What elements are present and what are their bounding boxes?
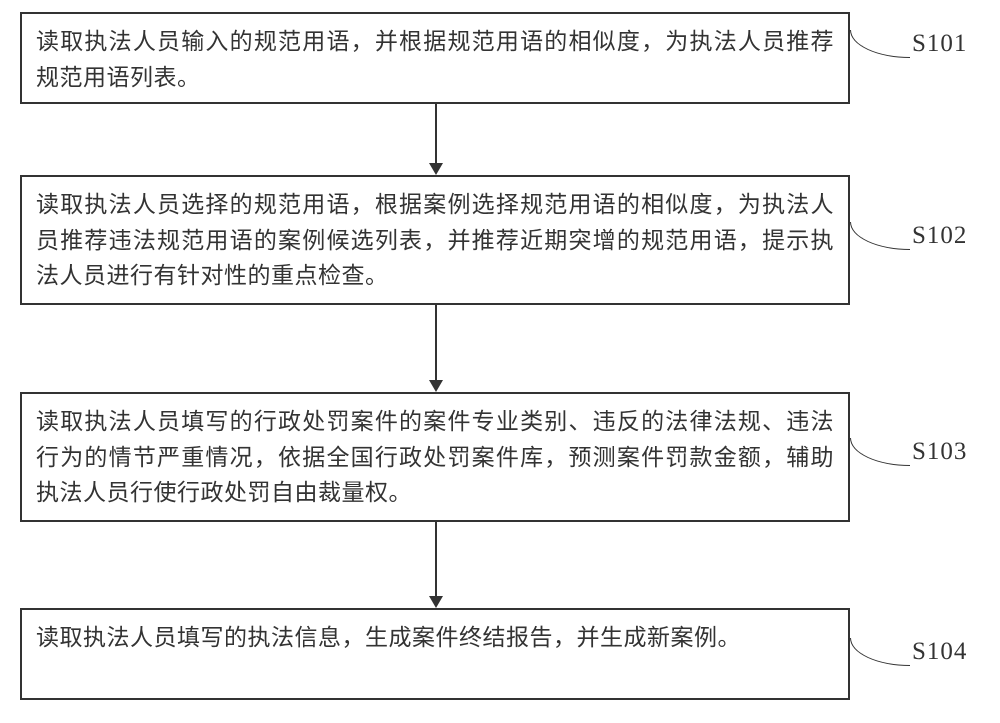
step-label-s103: S103 bbox=[912, 438, 967, 466]
label-connector-s102 bbox=[850, 222, 910, 250]
arrow-line-3 bbox=[435, 522, 437, 596]
step-text: 读取执法人员选择的规范用语，根据案例选择规范用语的相似度，为执法人员推荐违法规范… bbox=[36, 192, 834, 288]
step-s101: 读取执法人员输入的规范用语，并根据规范用语的相似度，为执法人员推荐规范用语列表。 bbox=[20, 12, 850, 104]
step-label-s102: S102 bbox=[912, 222, 967, 250]
label-connector-s104 bbox=[850, 638, 910, 666]
step-label-s104: S104 bbox=[912, 638, 967, 666]
step-s102: 读取执法人员选择的规范用语，根据案例选择规范用语的相似度，为执法人员推荐违法规范… bbox=[20, 175, 850, 305]
arrow-line-1 bbox=[435, 104, 437, 163]
step-text: 读取执法人员输入的规范用语，并根据规范用语的相似度，为执法人员推荐规范用语列表。 bbox=[36, 29, 834, 90]
step-label-s101: S101 bbox=[912, 30, 967, 58]
step-s103: 读取执法人员填写的行政处罚案件的案件专业类别、违反的法律法规、违法行为的情节严重… bbox=[20, 392, 850, 522]
label-connector-s103 bbox=[850, 438, 910, 466]
arrow-line-2 bbox=[435, 305, 437, 380]
flowchart-container: 读取执法人员输入的规范用语，并根据规范用语的相似度，为执法人员推荐规范用语列表。… bbox=[0, 0, 1000, 723]
arrow-head-2 bbox=[429, 380, 443, 392]
step-text: 读取执法人员填写的行政处罚案件的案件专业类别、违反的法律法规、违法行为的情节严重… bbox=[36, 409, 834, 505]
arrow-head-3 bbox=[429, 596, 443, 608]
step-text: 读取执法人员填写的执法信息，生成案件终结报告，并生成新案例。 bbox=[36, 625, 741, 650]
label-connector-s101 bbox=[850, 30, 910, 58]
step-s104: 读取执法人员填写的执法信息，生成案件终结报告，并生成新案例。 bbox=[20, 608, 850, 700]
arrow-head-1 bbox=[429, 163, 443, 175]
